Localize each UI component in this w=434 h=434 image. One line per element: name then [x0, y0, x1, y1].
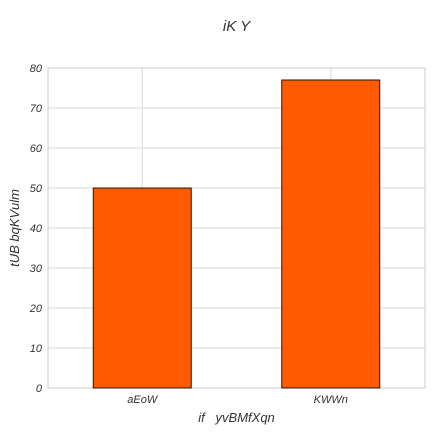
y-tick-labels: 0 10 20 30 40 50 60 70 80 [29, 63, 43, 395]
bar-KWWn [281, 79, 381, 389]
x-tick-label: KWWn [314, 394, 348, 406]
y-tick-label: 30 [30, 263, 43, 275]
y-tick-label: 10 [30, 343, 43, 355]
y-tick-label: 40 [30, 223, 43, 235]
x-tick-labels: aEoW KWWn [127, 394, 348, 406]
y-tick-label: 60 [30, 143, 43, 155]
x-tick-label: aEoW [127, 394, 159, 406]
y-tick-label: 20 [29, 303, 43, 315]
bars [92, 79, 381, 389]
y-axis-label: tUB bqKVulm [7, 189, 22, 267]
plot-area [47, 67, 426, 389]
chart-title: iK Y [223, 18, 251, 35]
y-tick-label: 70 [30, 103, 43, 115]
x-axis-label: if yvBMfXqn [198, 410, 275, 425]
bar-aEoW [92, 187, 192, 389]
y-tick-label: 50 [30, 183, 43, 195]
y-tick-label: 0 [36, 383, 43, 395]
y-tick-label: 80 [30, 63, 43, 75]
